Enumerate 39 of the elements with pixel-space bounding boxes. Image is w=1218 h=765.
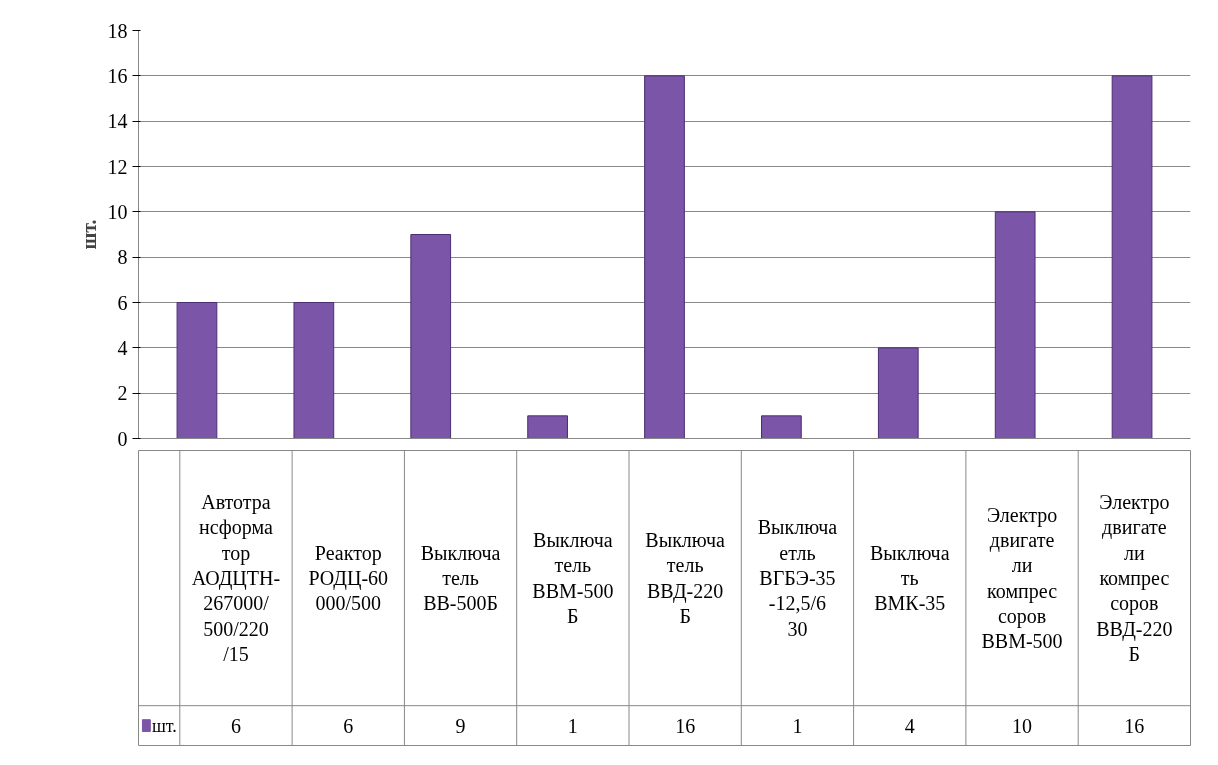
bar	[176, 302, 218, 439]
x-tick-label: Выключатель ВВМ-500Б	[532, 529, 614, 628]
x-tick-label: Выключатель ВВД-220Б	[645, 529, 726, 628]
data-label: 4	[904, 714, 915, 737]
y-tick-label: 12	[107, 155, 128, 178]
x-tick-label: Электродвигатели компрессоров ВВД-220Б	[1096, 491, 1173, 665]
data-label: 9	[455, 714, 466, 737]
data-label: 1	[792, 714, 803, 737]
bar	[410, 234, 452, 439]
legend-label: шт.	[151, 715, 177, 736]
bar	[761, 415, 802, 439]
y-axis-title: шт.	[77, 219, 100, 250]
x-tick-label: Электродвигатели компрессоров ВВМ-500	[981, 503, 1063, 653]
y-tick-label: 0	[117, 427, 128, 450]
data-label: 16	[1124, 714, 1145, 737]
bar	[527, 415, 568, 439]
x-tick-label: Реактор РОДЦ-60000/500	[308, 541, 389, 615]
y-tick-label: 8	[117, 246, 128, 269]
y-tick-label: 4	[117, 336, 128, 359]
bar	[644, 75, 685, 439]
x-tick-label: Выключатель ВВ-500Б	[420, 541, 501, 615]
x-tick-label: Выключаетль ВГБЭ-35-12,5/630	[757, 516, 838, 640]
x-tick-label: Автотрансформатор АОДЦТН-267000/500/220/15	[191, 491, 281, 665]
y-tick-label: 16	[107, 64, 128, 87]
y-tick-label: 2	[117, 382, 128, 405]
data-label: 1	[567, 714, 578, 737]
y-tick-label: 14	[107, 110, 128, 133]
data-label: 16	[675, 714, 696, 737]
y-tick-label: 6	[117, 291, 128, 314]
data-label: 6	[230, 714, 241, 737]
bar	[877, 347, 919, 439]
y-tick-label: 10	[107, 200, 128, 223]
bar	[1111, 75, 1153, 439]
data-label: 10	[1012, 714, 1033, 737]
bar	[994, 211, 1036, 439]
y-tick-label: 18	[107, 19, 128, 42]
data-label: 6	[343, 714, 354, 737]
x-tick-label: Выключать ВМК-35	[869, 541, 950, 615]
bar	[293, 302, 335, 439]
